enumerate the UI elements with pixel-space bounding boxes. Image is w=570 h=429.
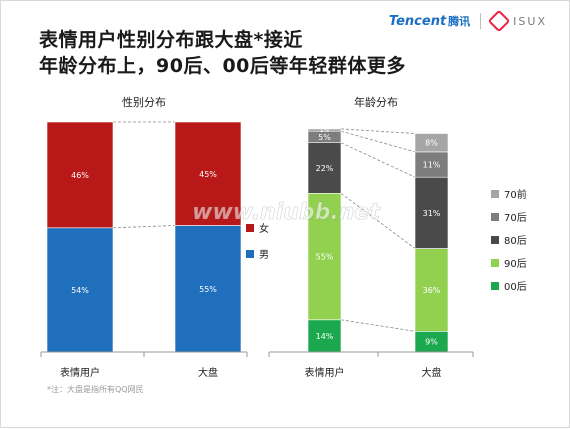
watermark: www.niubb.net bbox=[192, 200, 381, 225]
legend-swatch bbox=[491, 282, 499, 290]
bar-segment-女 bbox=[46, 121, 114, 229]
connector-line bbox=[340, 319, 416, 332]
data-label: 9% bbox=[425, 338, 438, 347]
footnote: *注：大盘是指所有QQ网民 bbox=[47, 385, 144, 394]
data-label: 55% bbox=[199, 285, 217, 294]
title-line-1: 表情用户性别分布跟大盘*接近 bbox=[39, 29, 303, 51]
legend-swatch bbox=[491, 190, 499, 198]
bar-segment-女 bbox=[174, 121, 242, 226]
chart-title-1: 性别分布 bbox=[122, 95, 166, 109]
data-label: 5% bbox=[318, 133, 331, 142]
data-label: 22% bbox=[316, 164, 334, 173]
data-label: 1% bbox=[320, 127, 330, 134]
data-label: 46% bbox=[71, 171, 89, 180]
legend-label: 女 bbox=[259, 222, 269, 235]
legend-label: 70前 bbox=[504, 188, 527, 201]
legend-label: 70后 bbox=[504, 212, 527, 224]
connector-line bbox=[340, 192, 416, 249]
chart-title-2: 年龄分布 bbox=[354, 95, 398, 109]
legend-label: 90后 bbox=[504, 258, 527, 270]
connector-line bbox=[112, 225, 176, 229]
legend-label: 男 bbox=[259, 249, 269, 261]
legend-label: 00后 bbox=[504, 281, 527, 293]
legend-swatch bbox=[246, 250, 254, 258]
data-label: 54% bbox=[71, 286, 89, 295]
page-title: 表情用户性别分布跟大盘*接近 年龄分布上，90后、00后等年轻群体更多 bbox=[39, 27, 406, 79]
tencent-wordmark: Tencent 腾讯 bbox=[388, 14, 471, 29]
logo-divider bbox=[480, 13, 482, 29]
category-label: 表情用户 bbox=[305, 366, 345, 379]
legend-swatch bbox=[246, 224, 254, 232]
data-label: 11% bbox=[423, 161, 441, 170]
category-label: 大盘 bbox=[422, 366, 442, 379]
category-label: 表情用户 bbox=[60, 366, 100, 379]
title-line-2: 年龄分布上，90后、00后等年轻群体更多 bbox=[39, 55, 406, 77]
connector-line bbox=[340, 142, 416, 178]
legend-swatch bbox=[491, 213, 499, 221]
data-label: 45% bbox=[199, 170, 217, 179]
data-label: 8% bbox=[425, 139, 438, 148]
connector-line bbox=[340, 130, 416, 153]
data-label: 55% bbox=[316, 253, 334, 262]
brand-logo: Tencent 腾讯 ISUX bbox=[388, 9, 547, 33]
isux-wordmark: ISUX bbox=[513, 14, 547, 28]
connector-line bbox=[340, 128, 416, 134]
bar-segment-70前 bbox=[414, 133, 449, 153]
bar-segment-80后 bbox=[414, 176, 449, 249]
legend-swatch bbox=[491, 259, 499, 267]
data-label: 36% bbox=[423, 286, 441, 295]
bar-segment-90后 bbox=[307, 193, 342, 321]
bar-segment-70前 bbox=[307, 128, 342, 132]
data-label: 31% bbox=[423, 209, 441, 218]
data-label: 14% bbox=[316, 332, 334, 341]
legend-swatch bbox=[491, 236, 499, 244]
legend-label: 80后 bbox=[504, 235, 527, 247]
bar-segment-90后 bbox=[414, 248, 449, 332]
category-label: 大盘 bbox=[198, 366, 218, 379]
bar-segment-男 bbox=[174, 225, 242, 353]
